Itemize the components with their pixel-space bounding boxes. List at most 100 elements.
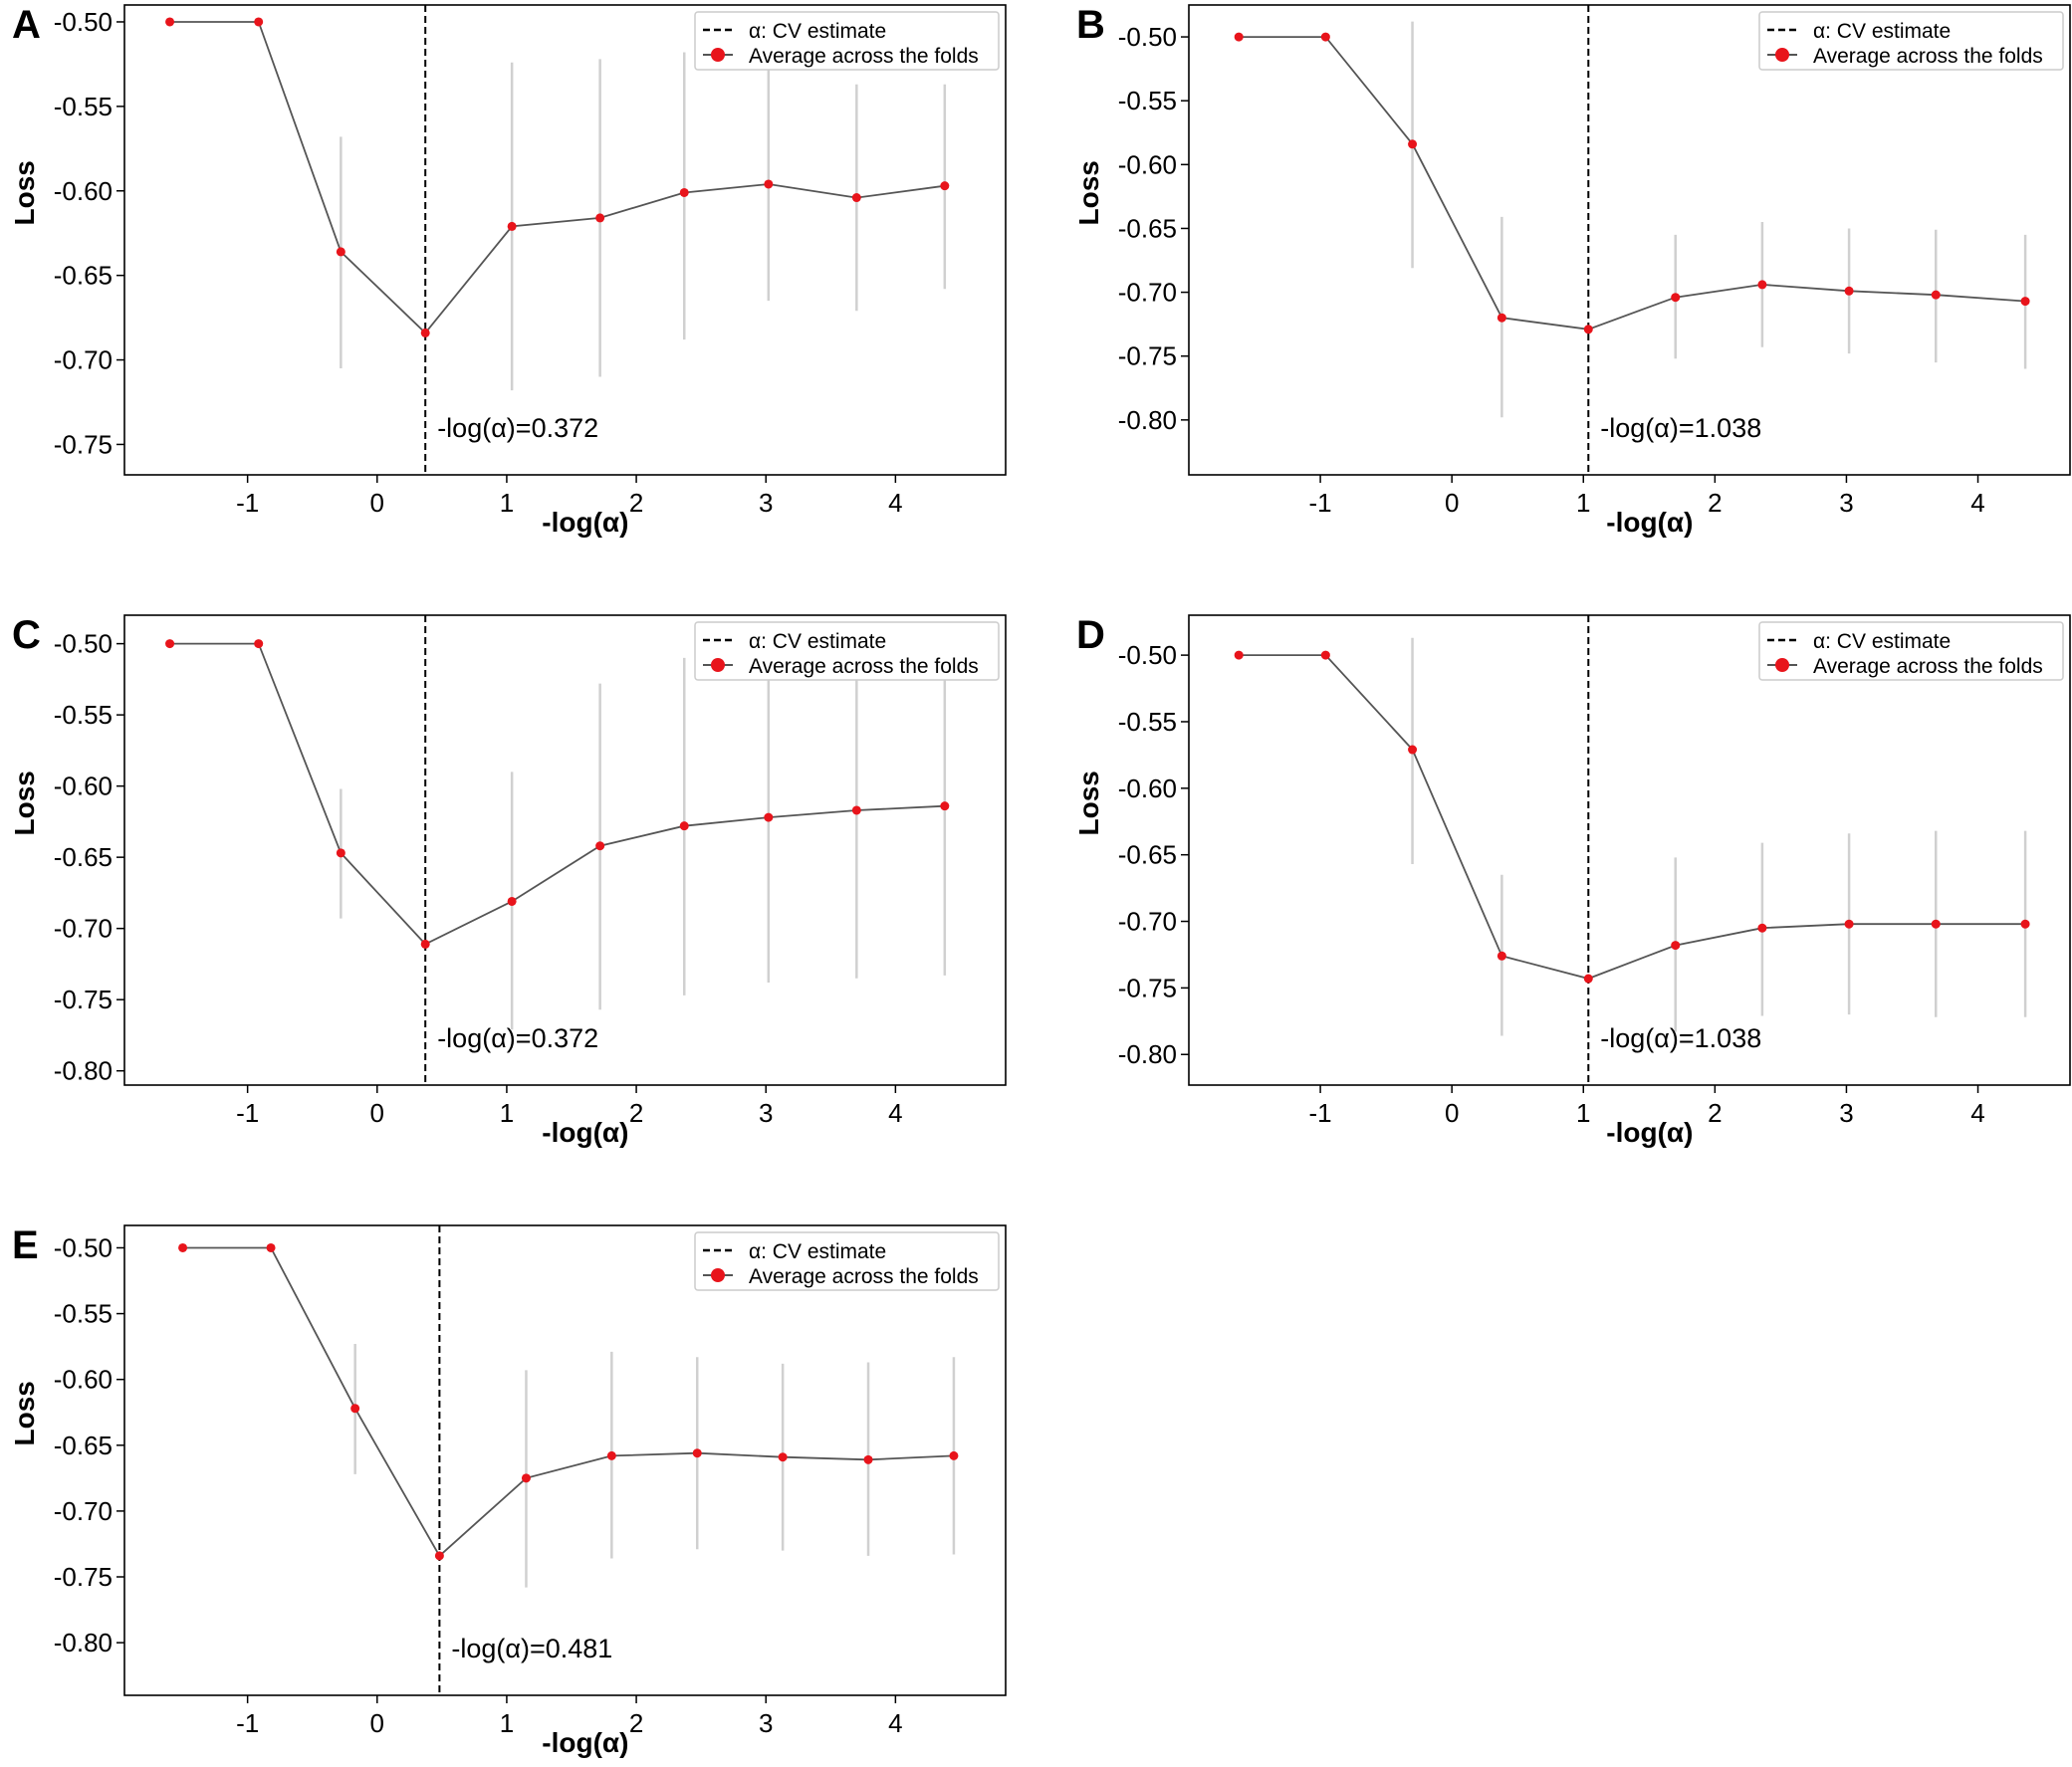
data-point (1931, 919, 1941, 929)
y-axis-label: Loss (9, 771, 40, 835)
data-point (1234, 650, 1244, 660)
y-tick-label: -0.65 (54, 842, 113, 872)
y-tick-label: -0.55 (1118, 86, 1177, 115)
y-tick-label: -0.50 (54, 1232, 113, 1262)
cv-annotation: -log(α)=0.481 (451, 1634, 612, 1663)
y-tick-label: -0.70 (1118, 278, 1177, 308)
plot-frame (123, 4, 1007, 476)
legend-series-swatch-marker (711, 658, 725, 672)
x-tick-label: 0 (1445, 488, 1459, 518)
y-tick-label: -0.60 (1118, 773, 1177, 803)
y-tick-label: -0.50 (1118, 640, 1177, 670)
x-tick-label: 4 (1970, 488, 1984, 518)
data-point (863, 1454, 873, 1464)
data-point (778, 1452, 788, 1462)
panel-e: E -0.50 -0.55 -0.60 -0.65 -0.70 -0.75 -0.80 -1 0 1… (9, 1223, 1007, 1758)
legend-box (694, 621, 1000, 681)
data-point (764, 179, 774, 189)
cv-annotation: -log(α)=0.372 (437, 1023, 598, 1053)
data-point (1583, 325, 1593, 334)
legend-series-swatch-marker (1775, 658, 1789, 672)
data-point (1320, 32, 1330, 42)
y-tick-label: -0.60 (1118, 149, 1177, 179)
data-point (336, 247, 345, 257)
data-point (1583, 974, 1593, 984)
x-tick-label: 2 (629, 1708, 643, 1738)
data-point (1408, 139, 1418, 149)
data-point (254, 639, 264, 649)
y-tick-label: -0.50 (54, 629, 113, 659)
panel-label: A (12, 3, 41, 47)
x-tick-label: 0 (370, 1098, 384, 1128)
legend-cv-label: α: CV estimate (749, 20, 886, 43)
y-axis-label: Loss (9, 160, 40, 225)
x-tick-label: 1 (500, 488, 514, 518)
data-point (507, 896, 517, 906)
legend-cv-label: α: CV estimate (1813, 20, 1951, 43)
x-tick-label: 3 (759, 488, 773, 518)
data-point (679, 821, 689, 831)
data-point (254, 17, 264, 27)
plot-frame (1188, 614, 2071, 1086)
x-tick-label: 4 (888, 1098, 902, 1128)
x-axis-label: -log(α) (1606, 1117, 1693, 1148)
y-tick-label: -0.80 (54, 1056, 113, 1086)
series-line (169, 21, 945, 334)
y-tick-label: -0.50 (54, 7, 113, 37)
y-tick-label: -0.70 (54, 345, 113, 375)
y-tick-label: -0.55 (54, 1299, 113, 1329)
y-tick-label: -0.75 (1118, 973, 1177, 1002)
x-tick-label: 3 (759, 1098, 773, 1128)
data-point (1844, 286, 1854, 296)
y-tick-label: -0.75 (1118, 341, 1177, 371)
y-tick-label: -0.60 (54, 772, 113, 801)
y-tick-label: -0.65 (54, 1431, 113, 1460)
data-point (507, 221, 517, 231)
y-tick-label: -0.65 (1118, 840, 1177, 870)
y-axis-label: Loss (1073, 160, 1104, 225)
legend-series-label: Average across the folds (749, 1265, 979, 1288)
x-tick-label: 1 (500, 1098, 514, 1128)
data-point (949, 1450, 959, 1460)
data-point (266, 1242, 276, 1252)
y-tick-label: -0.70 (54, 1496, 113, 1526)
data-point (336, 848, 345, 858)
y-tick-label: -0.65 (1118, 213, 1177, 243)
x-tick-label: 4 (888, 488, 902, 518)
plot-frame (123, 614, 1007, 1086)
series-line (169, 642, 945, 946)
x-tick-label: 0 (370, 488, 384, 518)
y-tick-label: -0.80 (54, 1628, 113, 1657)
panel-label: B (1076, 3, 1105, 47)
data-point (692, 1448, 702, 1458)
plot-frame (1188, 4, 2071, 476)
y-tick-label: -0.60 (54, 176, 113, 206)
panel-label: E (12, 1223, 39, 1267)
y-tick-label: -0.75 (54, 429, 113, 459)
x-tick-label: 3 (759, 1708, 773, 1738)
data-point (851, 193, 861, 203)
x-tick-label: -1 (236, 1708, 259, 1738)
y-tick-label: -0.75 (54, 1562, 113, 1592)
data-point (1496, 951, 1506, 961)
legend-box (694, 11, 1000, 71)
y-axis-label: Loss (9, 1381, 40, 1445)
y-tick-label: -0.60 (54, 1365, 113, 1395)
legend-cv-label: α: CV estimate (1813, 630, 1951, 653)
x-tick-label: 1 (1576, 488, 1590, 518)
legend-cv-label: α: CV estimate (749, 1240, 886, 1263)
data-point (2020, 297, 2030, 307)
series-line (1239, 36, 2026, 331)
legend-series-label: Average across the folds (749, 655, 979, 678)
data-point (420, 328, 430, 337)
x-tick-label: 1 (500, 1708, 514, 1738)
y-tick-label: -0.55 (1118, 707, 1177, 737)
data-point (1671, 941, 1681, 951)
x-tick-label: 2 (1708, 488, 1722, 518)
cv-annotation: -log(α)=0.372 (437, 413, 598, 443)
data-point (350, 1404, 360, 1414)
series-line (182, 1246, 954, 1558)
y-tick-label: -0.55 (54, 700, 113, 730)
x-tick-label: -1 (1309, 1098, 1332, 1128)
